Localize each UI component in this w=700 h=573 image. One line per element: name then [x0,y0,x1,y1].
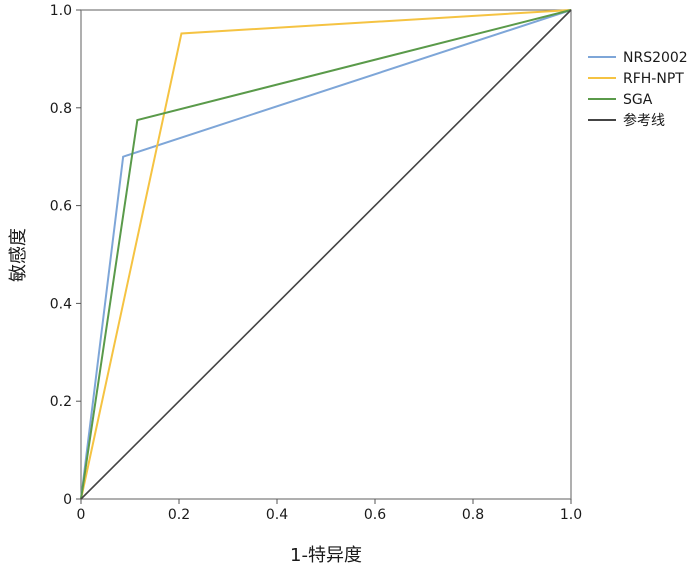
legend-label: RFH-NPT [623,71,684,87]
series-line-sga [80,9,572,500]
legend-label: SGA [623,92,653,108]
x-tick-label: 0.8 [462,507,484,523]
x-tick-label: 0.4 [266,507,288,523]
y-tick-label: 0.8 [50,101,72,117]
plot-area [80,9,572,500]
y-tick-label: 0.4 [50,296,72,312]
y-axis-title: 敏感度 [8,228,29,282]
y-tick-label: 0 [63,492,72,508]
legend-item: 参考线 [588,112,665,129]
x-tick-label: 0 [77,507,86,523]
series-line-rfh-npt [80,9,572,500]
x-tick-label: 1.0 [560,507,582,523]
series-line-- [80,9,572,500]
legend: NRS2002 RFH-NPT SGA 参考线 [588,50,688,129]
y-tick-label: 0.6 [50,199,72,215]
legend-label: 参考线 [623,112,665,129]
legend-item: RFH-NPT [588,71,684,87]
x-axis-title: 1-特异度 [290,545,362,566]
x-tick-label: 0.6 [364,507,386,523]
x-axis-ticks: 0 0.2 0.4 0.6 0.8 1.0 [77,499,582,523]
y-tick-label: 1.0 [50,3,72,19]
x-tick-label: 0.2 [168,507,190,523]
legend-label: NRS2002 [623,50,688,66]
legend-item: NRS2002 [588,50,688,66]
series-line-nrs2002 [80,9,572,500]
legend-item: SGA [588,92,653,108]
y-tick-label: 0.2 [50,394,72,410]
y-axis-ticks: 0 0.2 0.4 0.6 0.8 1.0 [50,3,81,508]
